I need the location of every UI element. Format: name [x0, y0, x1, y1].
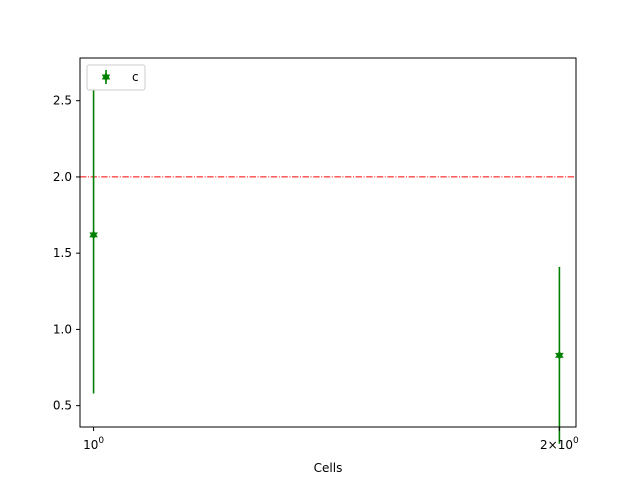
x-axis: 100 2×100 [83, 427, 579, 452]
plot-area [80, 58, 576, 427]
series-layer [89, 76, 564, 444]
data-point [89, 229, 98, 240]
x-tick-label: 100 [83, 436, 104, 452]
y-tick-label: 2.0 [53, 170, 72, 184]
legend-marker [101, 71, 111, 83]
y-tick-label: 1.0 [53, 322, 72, 336]
plot-frame [79, 57, 577, 428]
y-axis: 0.5 1.0 1.5 2.0 2.5 [53, 94, 80, 413]
legend-label: c [132, 70, 139, 84]
legend: c [86, 64, 146, 91]
x-axis-label: Cells [314, 461, 343, 475]
legend-box [86, 64, 146, 91]
y-tick-label: 2.5 [53, 94, 72, 108]
legend-entry-c [101, 70, 111, 84]
x-tick-label: 2×100 [540, 436, 579, 452]
y-tick-label: 0.5 [53, 399, 72, 413]
y-tick-label: 1.5 [53, 246, 72, 260]
data-point [555, 350, 564, 361]
